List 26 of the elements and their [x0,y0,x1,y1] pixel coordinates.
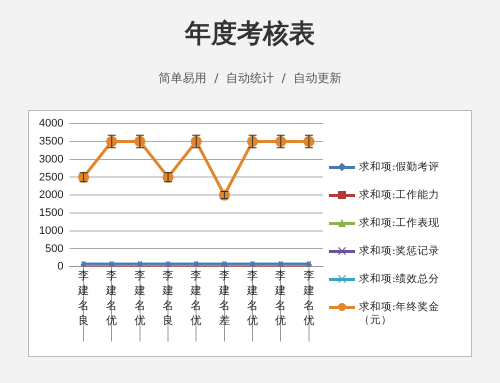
y-tick-label: 2500 [38,171,64,184]
y-tick-label: 500 [45,242,64,255]
y-tick-label: 1500 [38,207,64,220]
y-tick-label: 4000 [38,118,64,130]
legend-label: 求和项:假勤考评 [359,161,440,174]
x-tick-label: 李建名优 [133,268,146,327]
y-tick-label: 2000 [38,189,64,202]
y-tick-label: 3000 [38,153,64,166]
x-tick-label: 李建名优 [302,268,314,327]
y-tick-label: 1000 [38,224,64,237]
x-tick-label: 李建名良 [162,268,174,327]
chart-subtitle: 简单易用 / 自动统计 / 自动更新 [158,70,342,87]
x-tick-label: 李建名差 [218,268,230,327]
legend-label: 求和项:工作能力 [359,189,440,202]
legend-label: 求和项:工作表现 [359,217,440,230]
x-tick-label: 李建名良 [77,268,90,327]
legend-label: 求和项:奖惩记录 [359,245,440,258]
x-tick-label: 李建名优 [246,268,258,327]
y-tick-label: 3500 [38,136,64,148]
y-tick-label: 0 [57,260,64,273]
x-tick-label: 李建名优 [190,268,202,327]
x-tick-label: 李建名优 [105,268,118,327]
chart-title: 年度考核表 [184,18,316,51]
x-tick-label: 李建名优 [274,268,286,327]
legend-label: 求和项:年终奖金（元） [359,301,441,327]
legend-label: 求和项:绩效总分 [359,273,440,286]
